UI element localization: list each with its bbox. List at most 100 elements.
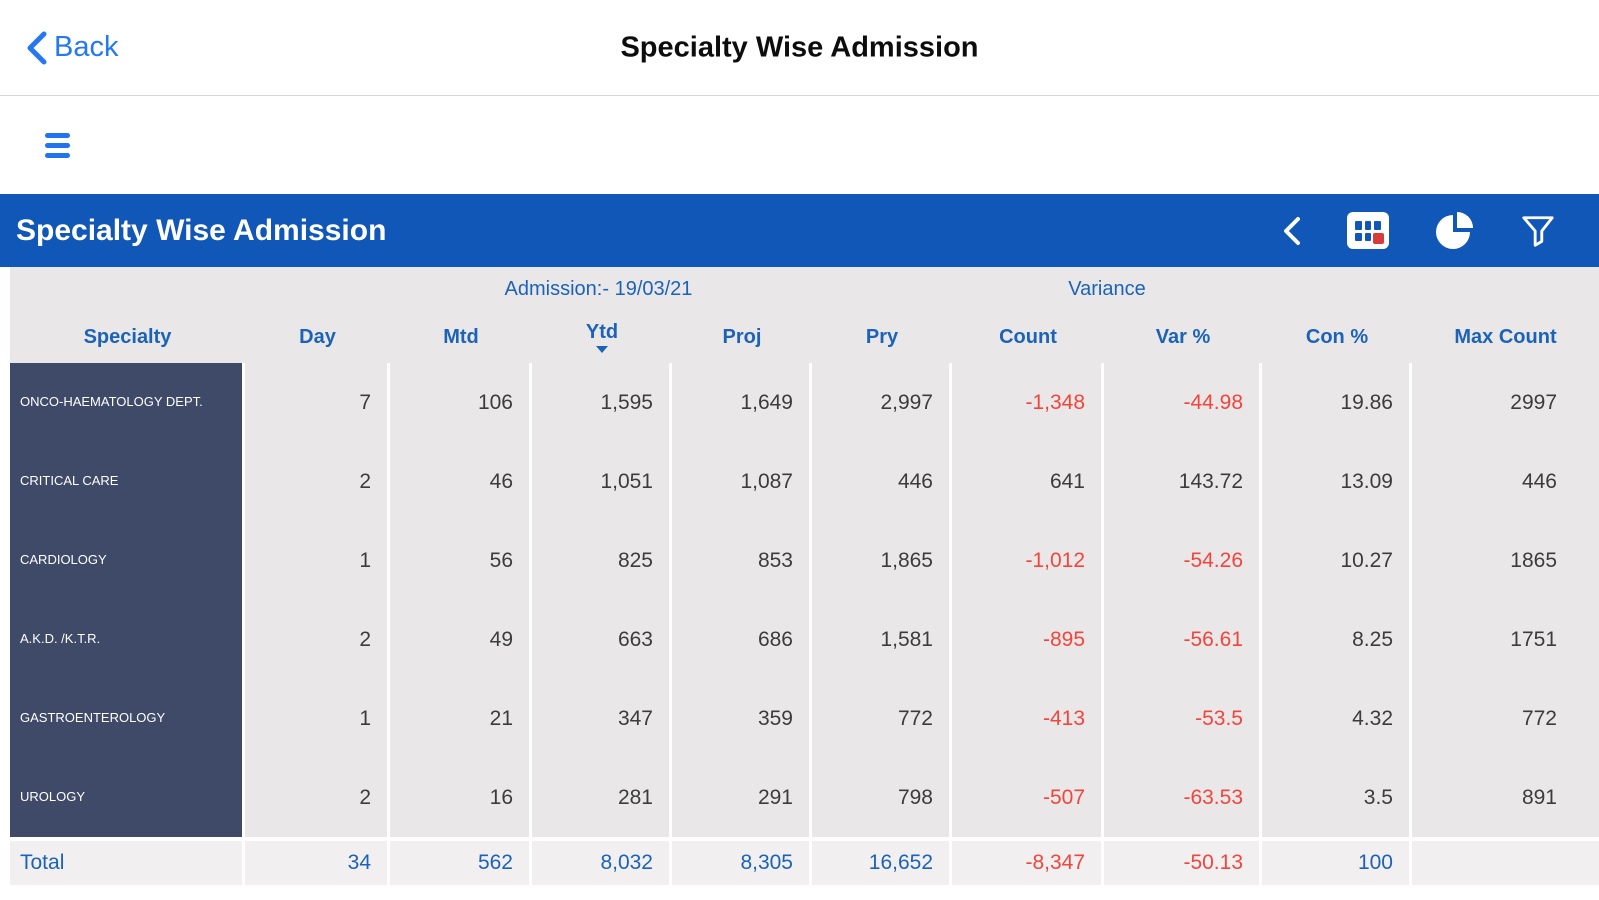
column-header-proj[interactable]: Proj	[722, 325, 762, 348]
menu-row	[0, 96, 1599, 194]
table-row[interactable]: CRITICAL CARE 2 46 1,051 1,087 446 641 1…	[10, 442, 1599, 521]
column-header-pry[interactable]: Pry	[865, 325, 899, 348]
chevron-left-icon	[27, 31, 47, 64]
pry-cell: 2,997	[812, 363, 952, 442]
specialty-cell: GASTROENTEROLOGY	[10, 679, 245, 758]
proj-cell: 1,649	[672, 363, 812, 442]
day-cell: 1	[245, 679, 390, 758]
con-pct-cell: 10.27	[1262, 521, 1412, 600]
total-pry-cell: 16,652	[812, 841, 952, 885]
max-count-cell: 1865	[1412, 521, 1599, 600]
proj-cell: 1,087	[672, 442, 812, 521]
report-title: Specialty Wise Admission	[16, 213, 387, 247]
column-header-specialty[interactable]: Specialty	[83, 325, 172, 348]
mtd-cell: 16	[390, 758, 532, 837]
specialty-cell: CRITICAL CARE	[10, 442, 245, 521]
filter-funnel-icon[interactable]	[1519, 213, 1557, 249]
var-pct-cell: 143.72	[1104, 442, 1262, 521]
admission-date-group-header: Admission:- 19/03/21	[504, 277, 693, 300]
proj-cell: 291	[672, 758, 812, 837]
total-proj-cell: 8,305	[672, 841, 812, 885]
max-count-cell: 891	[1412, 758, 1599, 837]
back-button[interactable]: Back	[24, 29, 118, 67]
mtd-cell: 21	[390, 679, 532, 758]
con-pct-cell: 19.86	[1262, 363, 1412, 442]
column-header-con-pct[interactable]: Con %	[1305, 325, 1369, 348]
total-mtd-cell: 562	[390, 841, 532, 885]
total-label: Total	[10, 841, 245, 885]
count-cell: 641	[952, 442, 1104, 521]
pie-chart-icon[interactable]	[1433, 210, 1475, 252]
column-header-var-pct[interactable]: Var %	[1155, 325, 1211, 348]
total-count-cell: -8,347	[952, 841, 1104, 885]
table-row[interactable]: ONCO-HAEMATOLOGY DEPT. 7 106 1,595 1,649…	[10, 363, 1599, 442]
var-pct-cell: -53.5	[1104, 679, 1262, 758]
ytd-cell: 663	[532, 600, 672, 679]
hamburger-menu-icon[interactable]	[45, 132, 70, 158]
table-column-header-row: Specialty Day Mtd Ytd Proj Pry Count Var…	[10, 311, 1599, 363]
pry-cell: 798	[812, 758, 952, 837]
table-row[interactable]: A.K.D. /K.T.R. 2 49 663 686 1,581 -895 -…	[10, 600, 1599, 679]
back-label: Back	[54, 31, 119, 63]
column-header-ytd[interactable]: Ytd	[532, 311, 672, 363]
column-header-max-count[interactable]: Max Count	[1454, 325, 1557, 348]
sort-caret-down-icon	[596, 346, 608, 353]
ytd-cell: 1,051	[532, 442, 672, 521]
count-cell: -413	[952, 679, 1104, 758]
day-cell: 2	[245, 442, 390, 521]
toolbar-icons	[1281, 210, 1599, 252]
top-nav-bar: Back Specialty Wise Admission	[0, 0, 1599, 96]
ytd-label: Ytd	[585, 321, 619, 343]
table-row[interactable]: GASTROENTEROLOGY 1 21 347 359 772 -413 -…	[10, 679, 1599, 758]
day-cell: 1	[245, 521, 390, 600]
con-pct-cell: 4.32	[1262, 679, 1412, 758]
proj-cell: 359	[672, 679, 812, 758]
pry-cell: 446	[812, 442, 952, 521]
calendar-icon[interactable]	[1347, 212, 1389, 249]
table-group-header-row: Admission:- 19/03/21 Variance	[10, 267, 1599, 311]
proj-cell: 686	[672, 600, 812, 679]
count-cell: -895	[952, 600, 1104, 679]
day-cell: 2	[245, 600, 390, 679]
ytd-cell: 825	[532, 521, 672, 600]
table-row[interactable]: CARDIOLOGY 1 56 825 853 1,865 -1,012 -54…	[10, 521, 1599, 600]
mtd-cell: 49	[390, 600, 532, 679]
variance-group-header: Variance	[1068, 277, 1146, 300]
proj-cell: 853	[672, 521, 812, 600]
mtd-cell: 46	[390, 442, 532, 521]
con-pct-cell: 3.5	[1262, 758, 1412, 837]
count-cell: -1,348	[952, 363, 1104, 442]
specialty-cell: ONCO-HAEMATOLOGY DEPT.	[10, 363, 245, 442]
total-day-cell: 34	[245, 841, 390, 885]
total-con-pct-cell: 100	[1262, 841, 1412, 885]
ytd-cell: 347	[532, 679, 672, 758]
specialty-admission-table: Admission:- 19/03/21 Variance Specialty …	[10, 267, 1599, 885]
total-var-pct-cell: -50.13	[1104, 841, 1262, 885]
var-pct-cell: -56.61	[1104, 600, 1262, 679]
column-header-count[interactable]: Count	[999, 325, 1057, 348]
max-count-cell: 2997	[1412, 363, 1599, 442]
ytd-cell: 281	[532, 758, 672, 837]
con-pct-cell: 13.09	[1262, 442, 1412, 521]
max-count-cell: 1751	[1412, 600, 1599, 679]
var-pct-cell: -44.98	[1104, 363, 1262, 442]
specialty-cell: UROLOGY	[10, 758, 245, 837]
total-max-count-cell	[1412, 841, 1599, 885]
var-pct-cell: -54.26	[1104, 521, 1262, 600]
page-title: Specialty Wise Admission	[620, 31, 979, 63]
day-cell: 7	[245, 363, 390, 442]
max-count-cell: 446	[1412, 442, 1599, 521]
table-row[interactable]: UROLOGY 2 16 281 291 798 -507 -63.53 3.5…	[10, 758, 1599, 837]
total-ytd-cell: 8,032	[532, 841, 672, 885]
con-pct-cell: 8.25	[1262, 600, 1412, 679]
specialty-cell: A.K.D. /K.T.R.	[10, 600, 245, 679]
column-header-day[interactable]: Day	[299, 325, 336, 348]
column-header-mtd[interactable]: Mtd	[443, 325, 479, 348]
day-cell: 2	[245, 758, 390, 837]
ytd-cell: 1,595	[532, 363, 672, 442]
mtd-cell: 56	[390, 521, 532, 600]
pry-cell: 1,865	[812, 521, 952, 600]
chevron-left-icon[interactable]	[1281, 215, 1303, 247]
mtd-cell: 106	[390, 363, 532, 442]
table-total-row: Total 34 562 8,032 8,305 16,652 -8,347 -…	[10, 841, 1599, 885]
